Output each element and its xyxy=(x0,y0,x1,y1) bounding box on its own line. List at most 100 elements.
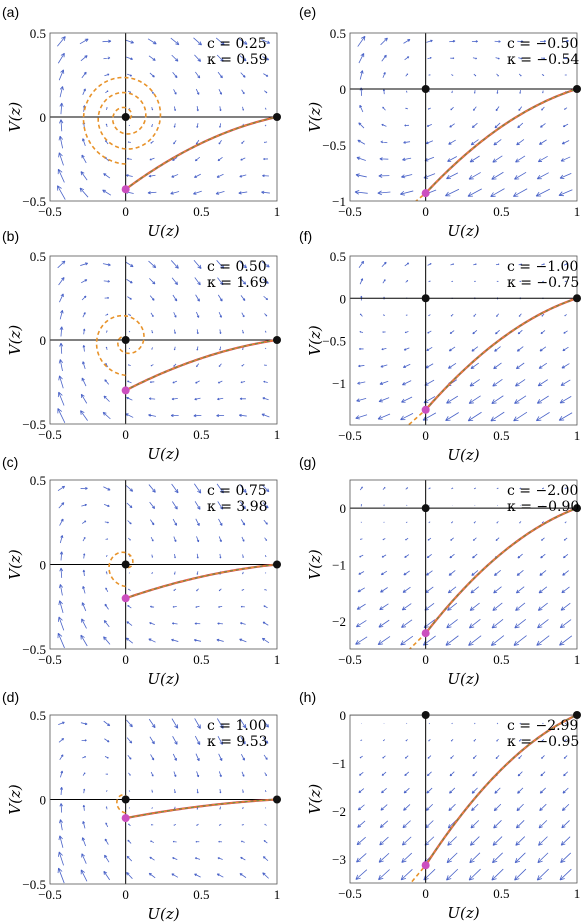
vector-arrow xyxy=(148,55,156,61)
vector-arrow xyxy=(57,616,65,631)
vector-arrow xyxy=(492,602,503,611)
numeric-curve xyxy=(425,715,577,866)
vector-arrow xyxy=(400,635,414,646)
fixed-point xyxy=(121,113,130,121)
y-tick-label: 0.5 xyxy=(30,249,46,264)
vector-arrow xyxy=(560,156,571,162)
vector-arrow xyxy=(496,487,499,490)
vector-arrow xyxy=(448,803,456,811)
x-tick-label: 0.5 xyxy=(193,652,209,667)
vector-arrow xyxy=(490,188,505,197)
vector-arrow xyxy=(81,503,87,507)
vector-arrow xyxy=(58,835,64,848)
vector-arrow xyxy=(127,839,132,844)
vector-arrow xyxy=(535,188,550,197)
vector-arrow xyxy=(216,260,225,269)
vector-arrow xyxy=(451,521,454,524)
vector-arrow xyxy=(470,820,480,829)
kappa-annotation: κ = −0.54 xyxy=(507,52,579,68)
vector-arrow xyxy=(171,397,178,401)
vector-arrow xyxy=(490,411,505,422)
vector-arrow xyxy=(261,413,270,418)
plot-frame xyxy=(349,32,578,202)
spiral-trajectory xyxy=(108,551,134,588)
vector-arrow xyxy=(264,364,267,366)
vector-arrow xyxy=(195,518,200,527)
vector-arrow xyxy=(473,487,476,490)
y-tick-label: −1 xyxy=(332,376,346,391)
vector-arrow xyxy=(263,737,269,744)
vector-arrow xyxy=(263,519,268,525)
vector-arrow xyxy=(564,314,567,317)
vector-arrow xyxy=(355,414,368,420)
x-tick-label: 1 xyxy=(274,204,281,219)
c-annotation: c = 0.75 xyxy=(207,483,267,499)
vector-arrow xyxy=(492,836,503,846)
x-tick-label: 1 xyxy=(274,887,281,902)
vector-arrow xyxy=(355,620,367,628)
vector-arrow xyxy=(405,73,409,77)
vector-arrow xyxy=(559,172,572,179)
vector-arrow xyxy=(104,838,109,845)
vector-arrow xyxy=(82,312,86,318)
vector-arrow xyxy=(379,820,389,828)
vector-arrow xyxy=(539,787,546,794)
vector-arrow xyxy=(451,74,454,76)
plot-frame xyxy=(349,255,578,426)
vector-arrow xyxy=(58,738,65,743)
vector-arrow xyxy=(81,853,87,864)
x-tick-label: 0.5 xyxy=(193,887,209,902)
vector-arrow xyxy=(471,346,479,352)
vector-arrow xyxy=(125,261,134,268)
solution-curve xyxy=(424,507,577,634)
vector-arrow xyxy=(80,262,89,266)
vector-arrow xyxy=(538,836,548,846)
vector-arrow xyxy=(149,72,155,78)
vector-arrow xyxy=(378,173,390,178)
vector-arrow xyxy=(428,314,431,317)
vector-arrow xyxy=(196,571,199,575)
vector-arrow xyxy=(356,853,367,863)
vector-arrow xyxy=(561,820,570,829)
vector-arrow xyxy=(216,414,225,418)
vector-arrow xyxy=(80,722,88,726)
vector-arrow xyxy=(102,189,112,196)
fixed-point xyxy=(121,336,130,344)
x-tick-label: 0 xyxy=(122,427,129,442)
vector-arrow xyxy=(495,537,500,541)
kappa-annotation: κ = 3.98 xyxy=(207,499,268,515)
vector-arrow xyxy=(515,379,526,387)
x-tick-label: 0 xyxy=(122,652,129,667)
vector-arrow xyxy=(564,74,567,76)
vector-arrow xyxy=(242,571,244,575)
vector-arrow xyxy=(173,588,177,592)
vector-arrow xyxy=(427,107,431,110)
vector-arrow xyxy=(239,174,247,178)
vector-arrow xyxy=(537,602,548,611)
vector-arrow xyxy=(401,852,413,863)
fixed-point xyxy=(273,113,281,121)
vector-arrow xyxy=(170,191,180,195)
vector-arrow xyxy=(516,570,524,576)
vector-arrow xyxy=(171,277,179,286)
vector-arrow xyxy=(217,156,223,162)
vector-arrow xyxy=(540,123,546,128)
x-tick-label: 0.5 xyxy=(493,428,509,443)
vector-arrow xyxy=(173,536,177,543)
chart-panel-f: −0.5 0 0.5 1 0.5 0 −0.5 −1 U(z) V(z) c = −1.00κ = … xyxy=(299,228,581,464)
vector-arrow xyxy=(126,855,133,862)
vector-arrow xyxy=(263,380,268,383)
kappa-annotation: κ = 9.53 xyxy=(207,734,268,750)
vector-arrow xyxy=(491,395,504,404)
vector-arrow xyxy=(219,106,222,112)
vector-arrow xyxy=(360,538,363,540)
vector-arrow xyxy=(264,107,267,110)
vector-arrow xyxy=(403,804,411,811)
vector-arrow xyxy=(400,190,414,196)
vector-arrow xyxy=(451,487,454,490)
x-tick-label: −0.5 xyxy=(338,652,362,667)
vector-arrow xyxy=(563,330,568,334)
exact-curve-extension xyxy=(414,192,427,201)
vector-arrow xyxy=(448,346,456,352)
start-point xyxy=(421,405,430,414)
